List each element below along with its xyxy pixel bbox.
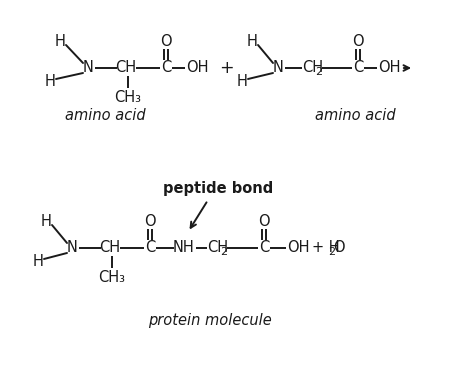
Text: CH: CH bbox=[302, 61, 323, 75]
Text: OH: OH bbox=[378, 61, 400, 75]
Text: H: H bbox=[237, 75, 247, 89]
Text: 2: 2 bbox=[328, 247, 335, 257]
Text: 2: 2 bbox=[315, 67, 322, 77]
Text: N: N bbox=[273, 61, 283, 75]
Text: amino acid: amino acid bbox=[315, 108, 395, 122]
Text: H: H bbox=[55, 34, 65, 50]
Text: H: H bbox=[45, 75, 55, 89]
Text: CH: CH bbox=[100, 241, 120, 255]
Text: +: + bbox=[219, 59, 233, 77]
Text: C: C bbox=[145, 241, 155, 255]
Text: amino acid: amino acid bbox=[64, 108, 146, 122]
Text: OH: OH bbox=[186, 61, 208, 75]
Text: CH₃: CH₃ bbox=[115, 91, 142, 105]
Text: 2: 2 bbox=[220, 247, 227, 257]
Text: CH: CH bbox=[116, 61, 137, 75]
Text: H: H bbox=[41, 215, 52, 230]
Text: C: C bbox=[259, 241, 269, 255]
Text: N: N bbox=[66, 241, 77, 255]
Text: CH₃: CH₃ bbox=[99, 271, 126, 285]
Text: O: O bbox=[144, 215, 156, 230]
Text: O: O bbox=[258, 215, 270, 230]
Text: N: N bbox=[82, 61, 93, 75]
Text: NH: NH bbox=[173, 241, 195, 255]
Text: H: H bbox=[246, 34, 257, 50]
Text: C: C bbox=[161, 61, 171, 75]
Text: OH: OH bbox=[287, 241, 309, 255]
Text: O: O bbox=[352, 34, 364, 50]
Text: peptide bond: peptide bond bbox=[163, 180, 273, 196]
Text: H: H bbox=[33, 255, 44, 269]
Text: protein molecule: protein molecule bbox=[148, 313, 272, 327]
Text: O: O bbox=[333, 241, 345, 255]
Text: CH: CH bbox=[207, 241, 228, 255]
Text: O: O bbox=[160, 34, 172, 50]
Text: C: C bbox=[353, 61, 363, 75]
Text: + H: + H bbox=[312, 241, 340, 255]
